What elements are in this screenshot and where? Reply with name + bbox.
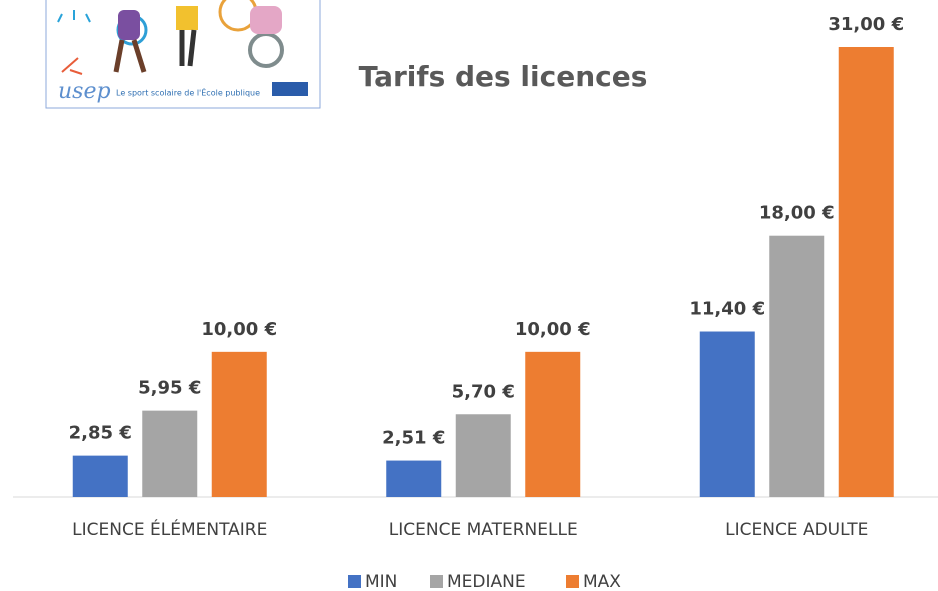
legend-swatch [348, 575, 361, 588]
bar [212, 352, 267, 497]
logo-figure [250, 6, 282, 34]
logo-brand: usep [58, 79, 111, 104]
bar [525, 352, 580, 497]
bar [73, 456, 128, 497]
bar [839, 47, 894, 497]
legend-swatch [566, 575, 579, 588]
bar [769, 236, 824, 497]
logo-figure [176, 6, 198, 30]
x-tick-label: LICENCE ADULTE [725, 520, 868, 540]
chart-title: Tarifs des licences [359, 60, 648, 93]
value-label: 10,00 € [515, 319, 591, 340]
bar [700, 332, 755, 497]
x-tick-label: LICENCE MATERNELLE [389, 520, 578, 540]
value-label: 5,95 € [138, 378, 201, 399]
logo-figure [118, 10, 140, 40]
logo: usep Le sport scolaire de l'École publiq… [46, 0, 320, 108]
legend-label: MEDIANE [447, 572, 526, 591]
value-label: 10,00 € [201, 319, 277, 340]
bar [386, 461, 441, 497]
chart: usep Le sport scolaire de l'École publiq… [0, 0, 938, 591]
value-label: 2,85 € [69, 423, 132, 444]
legend-label: MIN [365, 572, 397, 591]
value-label: 11,40 € [689, 299, 765, 320]
legend-swatch [430, 575, 443, 588]
logo-badge [272, 82, 308, 96]
value-label: 5,70 € [452, 381, 515, 402]
value-label: 18,00 € [759, 203, 835, 224]
x-tick-label: LICENCE ÉLÉMENTAIRE [72, 518, 267, 540]
logo-tagline: Le sport scolaire de l'École publique [116, 87, 260, 98]
value-label: 31,00 € [828, 14, 904, 35]
bar [456, 414, 511, 497]
legend-label: MAX [583, 572, 621, 591]
bar [142, 411, 197, 497]
value-label: 2,51 € [382, 428, 445, 449]
